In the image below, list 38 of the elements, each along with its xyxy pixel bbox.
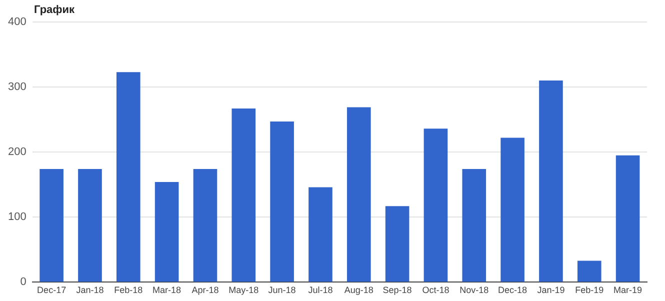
x-tick-label: Jun-18: [268, 285, 296, 296]
bar: [270, 122, 294, 282]
x-tick-label: Dec-17: [37, 285, 66, 296]
bar: [232, 108, 256, 282]
x-tick-label: Feb-19: [575, 285, 604, 296]
y-tick-label: 200: [8, 146, 26, 158]
bar: [500, 138, 524, 282]
x-tick-label: Jul-18: [308, 285, 333, 296]
bar: [78, 169, 102, 282]
bar: [616, 155, 640, 282]
y-tick-label: 300: [8, 81, 26, 94]
y-tick-label: 0: [20, 276, 26, 288]
bar: [308, 187, 332, 282]
bar: [385, 206, 410, 282]
bar: [577, 260, 602, 282]
bar: [462, 169, 486, 282]
chart-title: График: [34, 4, 75, 16]
bar: [539, 80, 563, 282]
bar: [40, 169, 64, 282]
x-tick-label: Apr-18: [192, 285, 219, 296]
x-tick-label: May-18: [228, 285, 259, 296]
bar: [116, 72, 140, 282]
y-tick-label: 100: [8, 211, 26, 224]
x-tick-label: Nov-18: [460, 285, 489, 296]
x-tick-label: Jan-18: [76, 285, 104, 296]
x-tick-label: Mar-18: [152, 285, 182, 296]
y-tick-label: 400: [8, 16, 26, 28]
x-tick-label: Sep-18: [382, 285, 412, 296]
x-tick-label: Oct-18: [422, 285, 450, 296]
bar: [193, 169, 218, 282]
x-tick-label: Feb-18: [114, 285, 143, 296]
x-tick-label: Dec-18: [498, 285, 528, 296]
bar: [346, 107, 371, 282]
x-tick-label: Aug-18: [344, 285, 374, 296]
x-tick-label: Jan-19: [537, 285, 565, 296]
bar: [424, 128, 448, 282]
x-tick-label: Mar-19: [614, 285, 642, 296]
bar: [154, 182, 179, 282]
